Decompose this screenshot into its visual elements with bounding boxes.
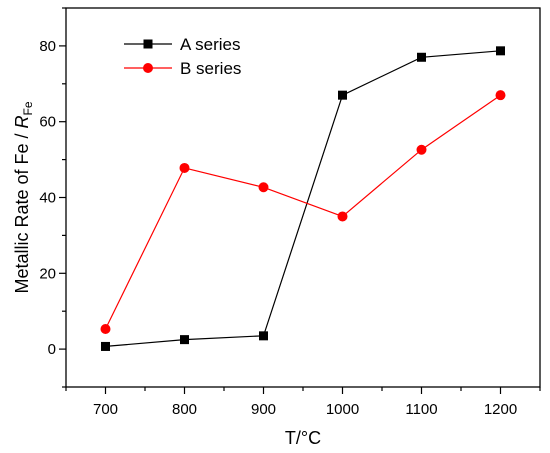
series-a-series — [101, 46, 505, 351]
x-tick-label: 1100 — [405, 401, 437, 418]
x-axis-ticks: 700 800 900 1000 1100 1200 — [65, 387, 541, 418]
y-tick-label: 80 — [39, 38, 56, 55]
legend-item: A series — [124, 35, 240, 54]
x-tick-label: 800 — [172, 401, 197, 418]
x-tick-label: 1000 — [326, 401, 359, 418]
y-axis-ticks: 0 20 40 60 80 — [39, 7, 66, 388]
data-point-square — [180, 335, 189, 345]
y-tick-label: 60 — [39, 114, 56, 131]
data-point-square — [101, 341, 110, 351]
legend-marker-square — [143, 39, 153, 49]
data-point-circle — [337, 211, 348, 222]
legend: A series B series — [124, 35, 241, 78]
x-axis-title: T/°C — [285, 428, 321, 448]
series-line — [104, 94, 501, 330]
plot-border — [65, 7, 541, 388]
data-point-circle — [258, 182, 269, 193]
data-point-square — [496, 46, 505, 56]
data-point-circle — [100, 324, 111, 335]
y-axis-title-variable: R — [12, 115, 32, 128]
legend-label: B series — [180, 59, 241, 78]
legend-label: A series — [180, 35, 240, 54]
x-tick-label: 700 — [93, 401, 118, 418]
y-axis-title: Metallic Rate of Fe / RFe — [12, 101, 35, 293]
series-line — [105, 50, 501, 347]
y-tick-label: 20 — [39, 265, 56, 282]
plot-frame — [65, 7, 541, 388]
data-point-square — [259, 331, 268, 341]
y-axis-title-main: Metallic Rate of Fe / — [12, 128, 32, 293]
y-axis-title-subscript: Fe — [21, 101, 35, 115]
x-tick-label: 900 — [251, 401, 276, 418]
y-tick-label: 40 — [39, 190, 56, 207]
y-tick-label: 0 — [48, 341, 56, 358]
legend-marker-circle — [143, 63, 153, 73]
data-point-circle — [416, 144, 427, 155]
data-point-circle — [179, 162, 190, 173]
data-point-square — [417, 52, 426, 62]
series-b-series — [100, 90, 506, 335]
data-point-circle — [495, 90, 506, 101]
series-layer — [100, 46, 506, 351]
legend-item: B series — [124, 59, 241, 78]
x-tick-label: 1200 — [484, 401, 517, 418]
data-point-square — [338, 90, 347, 100]
